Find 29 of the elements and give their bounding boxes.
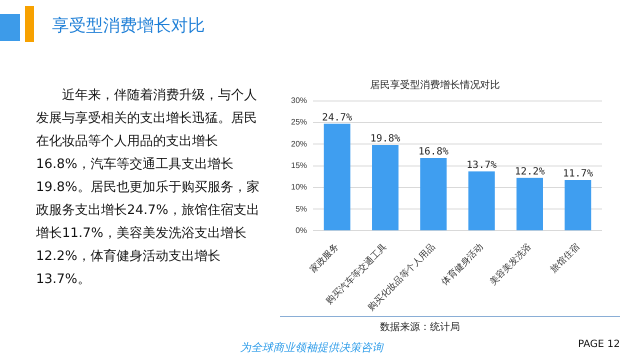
text: 为全球商业领袖提供决策咨询 — [240, 340, 383, 355]
data-label: 24.7% — [322, 112, 352, 124]
bar — [372, 144, 399, 230]
y-tick-label: 10% — [290, 182, 308, 192]
y-tick-label: 15% — [290, 160, 308, 170]
data-label: 16.8% — [418, 146, 448, 158]
text: 享受型消费增长对比 — [52, 15, 205, 37]
text: PAGE 12 — [578, 339, 620, 350]
text: 近年来，伴随着消费升级，与个人发展与享受相关的支出增长迅猛。居民在化妆品等个人用品的支出增长16.8%，汽车等交通工具支出增长19.8%。居民也更加乐于购买服务，家政服务支出增长24.7%，旅馆住宿支出增长11.7%，美容美发洗浴支出增长12.2%，体育健身活动支出增长13.7%。 — [36, 88, 260, 287]
x-tick-label: 体育健身活动 — [440, 242, 485, 287]
x-tick-label: 家政服务 — [308, 242, 340, 274]
y-tick-label: 25% — [290, 118, 308, 127]
x-tick-label: 美容美发洗浴 — [488, 242, 533, 287]
data-label: 19.8% — [370, 134, 400, 145]
bar — [420, 158, 447, 230]
y-tick-label: 0% — [295, 226, 308, 235]
bar — [516, 178, 543, 230]
y-tick-label: 20% — [290, 139, 308, 148]
bar — [324, 124, 350, 230]
data-label: 12.2% — [514, 166, 545, 178]
data-label: 13.7% — [466, 160, 497, 171]
y-tick-label: 30% — [290, 96, 308, 106]
y-tick-label: 5% — [295, 204, 308, 214]
bar — [564, 180, 592, 230]
data-label: 11.7% — [562, 168, 593, 180]
x-tick-label: 旅馆住宿 — [548, 242, 582, 274]
source-note: 数据来源：统计局 — [380, 320, 460, 334]
bar — [468, 171, 495, 230]
chart-subtitle: 居民享受型消费增长情况对比 — [369, 78, 501, 92]
